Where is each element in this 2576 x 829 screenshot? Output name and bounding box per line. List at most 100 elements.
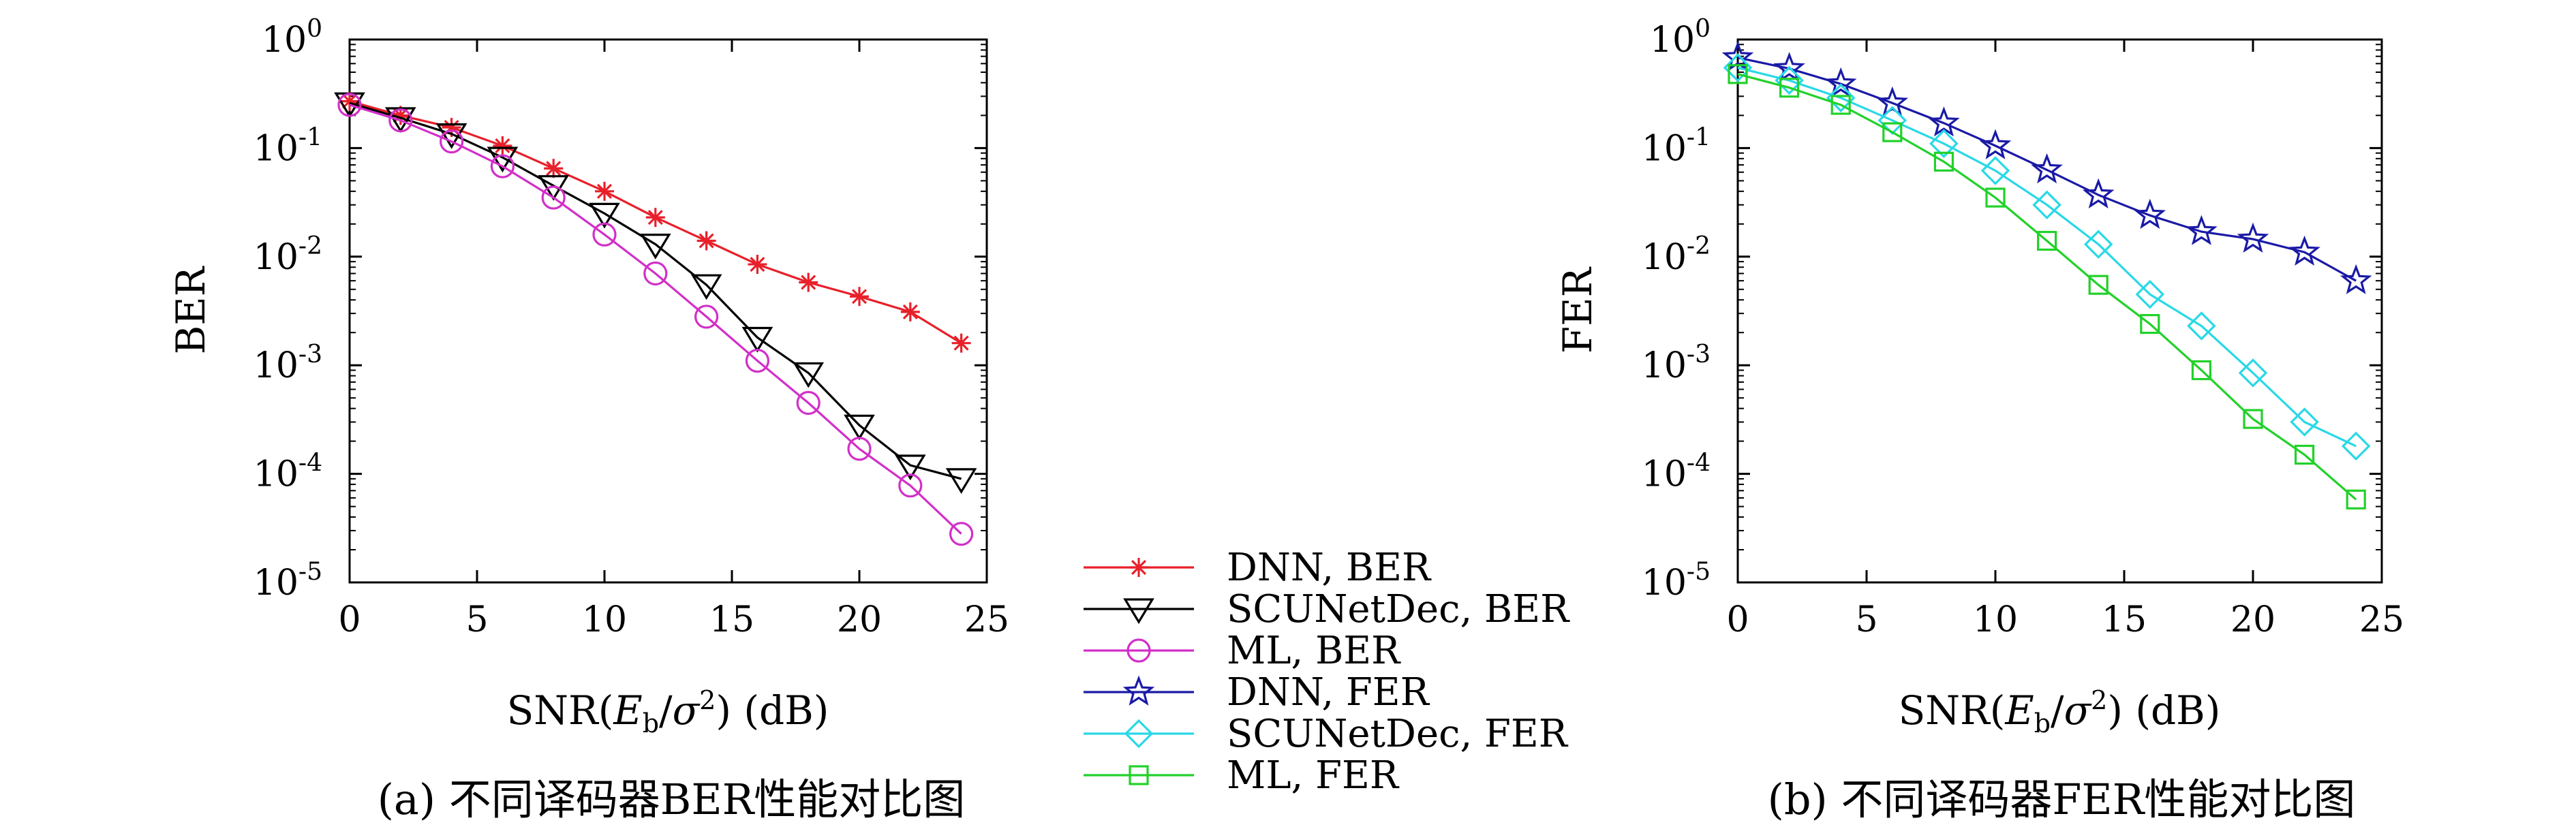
data-point-ml-ber bbox=[490, 154, 515, 178]
data-point-dnn-fer bbox=[2134, 198, 2166, 230]
data-point-ml-ber bbox=[388, 108, 413, 133]
data-point-ml-ber bbox=[337, 93, 362, 117]
data-point-scunetdec-ber bbox=[741, 326, 773, 353]
data-point-dnn-ber bbox=[696, 231, 716, 251]
data-point-dnn-ber bbox=[544, 159, 564, 178]
x-tick-label: 5 bbox=[465, 599, 488, 640]
data-point-ml-ber bbox=[643, 261, 668, 286]
legend-label: DNN, BER bbox=[1227, 546, 1432, 590]
y-tick-label: 10-4 bbox=[1642, 450, 1711, 495]
legend-label: ML, BER bbox=[1227, 629, 1401, 673]
series-b bbox=[1721, 41, 2372, 510]
data-point-ml-fer bbox=[2346, 489, 2366, 510]
data-point-scunetdec-ber bbox=[639, 234, 671, 260]
y-tick-label: 10-3 bbox=[1642, 341, 1711, 386]
legend-item-scunetdec-fer: SCUNetDec, FER bbox=[1084, 712, 1569, 756]
x-axis-title-a: SNR(Eb/σ2) (dB) bbox=[507, 685, 829, 738]
data-point-dnn-fer bbox=[1721, 41, 1754, 72]
x-tick-label: 20 bbox=[837, 599, 882, 640]
data-point-ml-ber bbox=[949, 522, 974, 546]
data-point-scunetdec-fer bbox=[1980, 156, 2010, 185]
data-point-dnn-ber bbox=[645, 208, 665, 228]
data-point-ml-ber bbox=[796, 390, 821, 416]
legend-item-scunetdec-ber: SCUNetDec, BER bbox=[1084, 587, 1570, 631]
data-point-scunetdec-ber bbox=[844, 414, 875, 441]
legend-item-dnn-ber: DNN, BER bbox=[1084, 546, 1432, 590]
x-tick-label: 0 bbox=[338, 599, 361, 640]
x-axis-title-b: SNR(Eb/σ2) (dB) bbox=[1899, 685, 2221, 738]
legend-label: ML, FER bbox=[1227, 753, 1400, 798]
data-point-dnn-fer bbox=[2237, 222, 2269, 253]
legend-marker bbox=[1129, 765, 1149, 785]
y-axis-title-a: BER bbox=[168, 265, 214, 354]
legend-marker bbox=[1129, 558, 1148, 577]
data-point-scunetdec-fer bbox=[1826, 83, 1856, 112]
data-point-ml-fer bbox=[1830, 95, 1851, 115]
data-point-scunetdec-fer bbox=[2238, 358, 2268, 388]
data-point-dnn-ber bbox=[951, 333, 971, 353]
y-axis-title-b: FER bbox=[1554, 266, 1601, 354]
data-point-ml-fer bbox=[1985, 187, 2006, 208]
data-point-scunetdec-fer bbox=[2290, 407, 2319, 437]
data-point-ml-fer bbox=[1933, 151, 1954, 172]
data-point-ml-fer bbox=[2295, 444, 2315, 465]
data-point-dnn-fer bbox=[1876, 86, 1909, 117]
data-point-ml-ber bbox=[592, 222, 617, 247]
x-tick-labels-b: 0 5 10 15 20 25 bbox=[1726, 599, 2404, 640]
data-point-ml-fer bbox=[1779, 78, 1800, 98]
y-tick-label: 10-2 bbox=[254, 232, 322, 278]
data-point-dnn-fer bbox=[2186, 215, 2218, 245]
data-point-ml-fer bbox=[2140, 313, 2160, 334]
y-tick-label: 10-5 bbox=[1642, 558, 1711, 604]
data-point-ml-ber bbox=[541, 185, 566, 210]
legend-item-dnn-fer: DNN, FER bbox=[1084, 670, 1430, 715]
panel-b-fer-chart: 100 10-1 10-2 10-3 10-4 10-5 0 5 10 15 20 25 FER S… bbox=[1554, 15, 2404, 824]
data-point-dnn-fer bbox=[2288, 235, 2320, 266]
y-tick-label: 10-1 bbox=[254, 123, 322, 169]
data-point-scunetdec-fer bbox=[2083, 230, 2113, 259]
y-tick-label: 10-3 bbox=[254, 341, 322, 386]
series-line-ml-ber bbox=[349, 104, 962, 535]
x-tick-label: 25 bbox=[2359, 599, 2404, 640]
x-tick-label: 5 bbox=[1855, 599, 1877, 640]
series-line-scunetdec-fer bbox=[1737, 66, 2357, 448]
legend-item-ml-fer: ML, FER bbox=[1084, 753, 1400, 798]
data-point-dnn-fer bbox=[2340, 264, 2372, 294]
x-tick-label: 25 bbox=[964, 599, 1009, 640]
data-point-ml-fer bbox=[2243, 409, 2263, 429]
y-tick-label: 10-5 bbox=[254, 558, 322, 604]
data-point-scunetdec-fer bbox=[2341, 431, 2371, 461]
x-tick-labels-a: 0 5 10 15 20 25 bbox=[338, 599, 1009, 640]
legend-marker bbox=[1122, 675, 1155, 706]
y-tick-label: 10-2 bbox=[1642, 232, 1711, 278]
legend-label: DNN, FER bbox=[1227, 670, 1430, 715]
caption-a: (a) 不同译码器BER性能对比图 bbox=[378, 775, 966, 824]
data-point-dnn-fer bbox=[1979, 129, 2012, 159]
data-point-scunetdec-fer bbox=[1723, 53, 1753, 82]
data-point-ml-ber bbox=[745, 349, 770, 373]
data-point-scunetdec-fer bbox=[1775, 65, 1804, 95]
legend-label: SCUNetDec, FER bbox=[1227, 712, 1569, 756]
data-point-dnn-fer bbox=[2031, 153, 2063, 184]
x-tick-label: 10 bbox=[582, 599, 627, 640]
data-point-ml-ber bbox=[898, 473, 923, 498]
plot-frame-a bbox=[348, 38, 988, 584]
data-point-ml-fer bbox=[2037, 230, 2057, 251]
data-point-dnn-fer bbox=[1928, 106, 1960, 137]
panel-a-ber-chart: 100 10-1 10-2 10-3 10-4 10-5 0 5 10 15 20 25 BER S… bbox=[168, 15, 1009, 824]
data-point-scunetdec-ber bbox=[435, 123, 467, 149]
y-tick-labels-a: 100 10-1 10-2 10-3 10-4 10-5 bbox=[254, 15, 322, 604]
data-point-ml-fer bbox=[2191, 360, 2211, 381]
data-point-ml-ber bbox=[694, 304, 719, 329]
legend-marker bbox=[1124, 719, 1154, 749]
data-point-scunetdec-ber bbox=[793, 362, 825, 388]
legend-marker bbox=[1123, 598, 1154, 625]
plot-frame-b bbox=[1736, 38, 2383, 584]
legend-item-ml-ber: ML, BER bbox=[1084, 629, 1401, 673]
data-point-scunetdec-fer bbox=[2032, 190, 2061, 220]
data-point-dnn-ber bbox=[748, 255, 767, 275]
series-line-ml-fer bbox=[1737, 73, 2357, 501]
series-a bbox=[334, 91, 977, 546]
series-line-scunetdec-ber bbox=[349, 101, 962, 480]
